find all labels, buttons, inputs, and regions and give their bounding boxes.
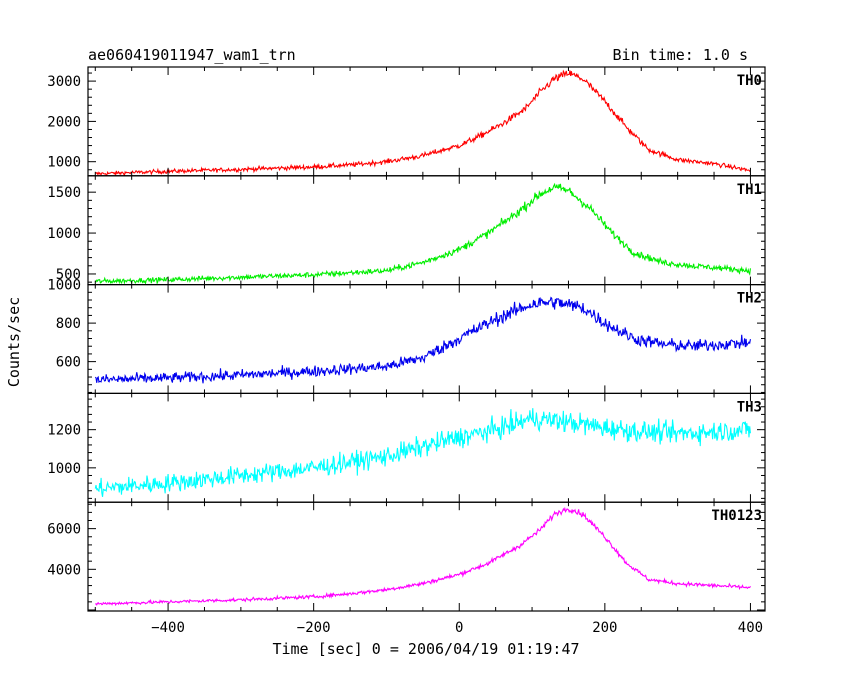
y-tick-label: 1500 <box>47 185 81 201</box>
panel-label-th2: TH2 <box>737 291 762 307</box>
y-tick-label: 2000 <box>47 114 81 130</box>
series-line-th0123 <box>94 506 751 607</box>
bin-time-label: Bin time: 1.0 s <box>613 46 748 64</box>
panel-frame <box>87 175 766 286</box>
panel-th0123: 4000 6000 TH0123 <box>47 501 766 612</box>
y-tick-label: 4000 <box>47 562 81 578</box>
series-line-th3 <box>94 408 751 497</box>
x-tick-label: 200 <box>592 620 617 636</box>
series-line-th2 <box>94 296 751 384</box>
panel-th1: 500 1000 1500 TH1 <box>47 175 766 286</box>
panel-th2: 600 800 1000 TH2 <box>47 278 766 395</box>
y-axis-title: Counts/sec <box>5 297 23 387</box>
panel-frame <box>87 501 766 612</box>
y-tick-label: 1000 <box>47 155 81 171</box>
series-line-th0 <box>95 69 751 176</box>
panel-th0: 1000 2000 3000 TH0 <box>47 66 766 177</box>
y-tick-label: 6000 <box>47 522 81 538</box>
x-tick-label: −200 <box>297 620 331 636</box>
panel-th3: 1000 1200 TH3 <box>47 392 766 503</box>
y-tick-label: 800 <box>56 316 81 332</box>
panel-label-th0123: TH0123 <box>711 508 762 524</box>
x-axis-title: Time [sec] 0 = 2006/04/19 01:19:47 <box>272 640 579 658</box>
y-tick-label: 1000 <box>47 278 81 294</box>
panel-label-th0: TH0 <box>737 73 762 89</box>
panel-frame <box>87 66 766 177</box>
y-tick-label: 1000 <box>47 461 81 477</box>
y-tick-label: 600 <box>56 355 81 371</box>
x-tick-label: −400 <box>151 620 185 636</box>
x-tick-label: 0 <box>455 620 463 636</box>
x-tick-label: 400 <box>738 620 763 636</box>
y-tick-label: 1000 <box>47 226 81 242</box>
series-line-th1 <box>94 182 751 285</box>
panel-label-th1: TH1 <box>737 182 762 198</box>
panel-label-th3: TH3 <box>737 399 762 415</box>
y-tick-label: 3000 <box>47 74 81 90</box>
chart-title: ae060419011947_wam1_trn <box>88 46 296 64</box>
x-tick-labels: −400 −200 0 200 400 <box>151 620 763 636</box>
y-tick-label: 1200 <box>47 423 81 439</box>
y-tick-label: 500 <box>56 267 81 283</box>
